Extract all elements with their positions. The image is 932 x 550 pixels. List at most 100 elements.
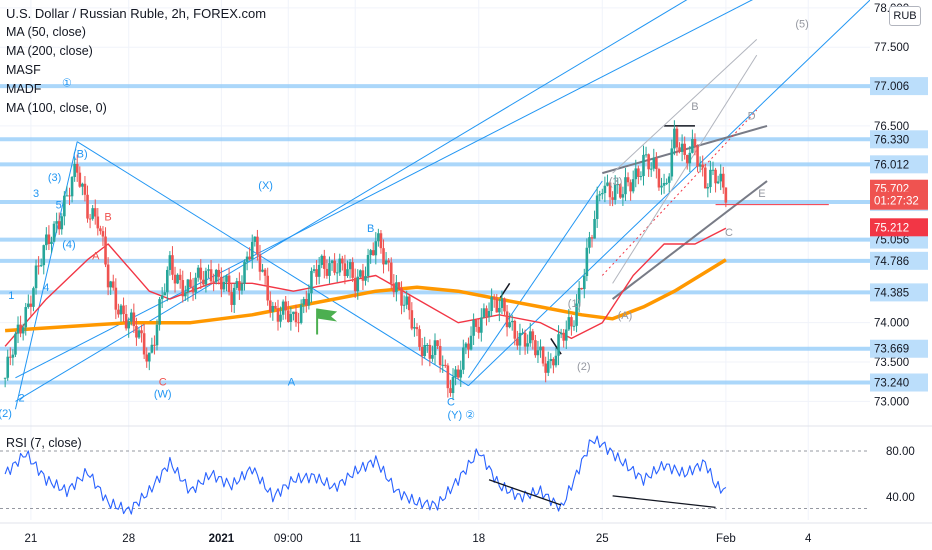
candle-body xyxy=(366,255,370,277)
candle-body xyxy=(142,333,146,355)
price-tick-label: 76.500 xyxy=(874,121,909,133)
candle-body xyxy=(719,173,723,182)
candle-body xyxy=(207,269,210,271)
candle-body xyxy=(196,267,200,278)
candle-body xyxy=(613,184,617,200)
candle-body xyxy=(135,326,138,338)
fan-line xyxy=(612,54,758,284)
candle-body xyxy=(389,262,393,284)
time-axis[interactable]: 21 28 2021 09:00 11 18 25 Feb 4 xyxy=(0,522,932,545)
candle-body xyxy=(52,223,56,242)
candle-body xyxy=(27,303,30,308)
candle-body xyxy=(371,250,375,256)
candle-body xyxy=(480,317,483,333)
candle-body xyxy=(276,308,280,322)
indicator-ma-50[interactable]: MA (50, close) xyxy=(6,25,86,39)
candle-body xyxy=(528,331,532,344)
candle-body xyxy=(552,358,555,366)
candle-body xyxy=(443,364,447,366)
candle-body xyxy=(655,158,658,170)
candle-body xyxy=(711,169,715,171)
candle-body xyxy=(266,275,269,301)
candle-body xyxy=(541,346,545,364)
candle-body xyxy=(621,194,625,198)
candle-body xyxy=(721,173,725,188)
currency-button[interactable]: RUB xyxy=(889,6,921,26)
indicator-ma-100[interactable]: MA (100, close, 0) xyxy=(6,101,107,115)
wave-label: A xyxy=(288,377,296,389)
candle-body xyxy=(24,307,28,328)
rsi-pane: 80.00 40.00 xyxy=(0,425,932,515)
marker-line xyxy=(498,282,511,300)
rsi-tick-label: 80.00 xyxy=(886,446,915,458)
indicator-madf[interactable]: MADF xyxy=(6,82,42,96)
wave-label: B xyxy=(691,101,698,113)
wave-label: 2 xyxy=(19,392,25,404)
indicator-ma-200[interactable]: MA (200, close) xyxy=(6,44,93,58)
price-axis[interactable]: 78.00077.50076.50074.00073.50073.00077.0… xyxy=(870,0,932,550)
candle-body xyxy=(433,340,437,356)
wave-label: C xyxy=(159,377,167,389)
candle-body xyxy=(637,168,640,177)
candle-body xyxy=(580,287,584,290)
candle-body xyxy=(281,301,285,315)
candle-body xyxy=(220,276,223,290)
price-level-tag xyxy=(870,373,928,392)
wave-label: (A) xyxy=(618,310,633,322)
candle-body xyxy=(343,263,347,277)
candle-body xyxy=(240,283,244,291)
candle-body xyxy=(83,183,87,195)
candle-body xyxy=(235,281,239,288)
candle-body xyxy=(590,237,594,239)
trend-line xyxy=(76,141,469,387)
candle-body xyxy=(531,331,535,341)
candle-body xyxy=(500,298,504,308)
wave-label: C xyxy=(725,227,733,239)
candle-body xyxy=(364,276,367,281)
candle-body xyxy=(415,327,419,330)
candle-body xyxy=(472,320,475,336)
candle-body xyxy=(449,388,452,394)
candle-body xyxy=(696,146,699,167)
candle-body xyxy=(137,330,141,338)
wave-label: (5) xyxy=(795,19,808,31)
indicator-masf[interactable]: MASF xyxy=(6,63,41,77)
candle-body xyxy=(214,269,218,282)
candle-body xyxy=(274,305,277,309)
trend-line xyxy=(468,180,603,379)
price-tag-label: 75.212 xyxy=(874,222,909,234)
candle-body xyxy=(245,256,249,262)
symbol-title[interactable]: U.S. Dollar / Russian Ruble, 2h, FOREX.c… xyxy=(6,6,267,21)
candle-body xyxy=(413,327,416,329)
rsi-indicator-label[interactable]: RSI (7, close) xyxy=(6,436,82,450)
wave-label: (W) xyxy=(154,388,172,400)
candle-body xyxy=(639,176,643,178)
candle-body xyxy=(150,344,154,353)
candle-body xyxy=(706,187,710,189)
candle-body xyxy=(147,352,151,362)
price-level-label: 73.669 xyxy=(874,344,909,356)
candle-body xyxy=(369,250,372,256)
candle-body xyxy=(297,322,300,324)
candle-body xyxy=(673,128,676,149)
candle-body xyxy=(325,268,329,276)
candles xyxy=(3,120,728,401)
candle-body xyxy=(438,345,442,366)
candle-body xyxy=(16,324,20,334)
candle-body xyxy=(93,208,97,217)
candle-body xyxy=(662,182,666,186)
candle-body xyxy=(469,335,473,350)
price-level-tag xyxy=(870,251,928,270)
candle-body xyxy=(68,195,71,197)
candle-body xyxy=(521,332,524,334)
candle-body xyxy=(667,176,671,183)
divergence-line xyxy=(488,479,562,506)
candle-body xyxy=(513,320,517,339)
candle-body xyxy=(570,317,573,327)
candle-body xyxy=(544,363,547,373)
time-tick-label: 28 xyxy=(122,533,135,545)
candle-body xyxy=(3,377,7,379)
price-tag-bg xyxy=(870,218,928,237)
flag-shape xyxy=(317,308,338,335)
candle-body xyxy=(485,308,488,317)
